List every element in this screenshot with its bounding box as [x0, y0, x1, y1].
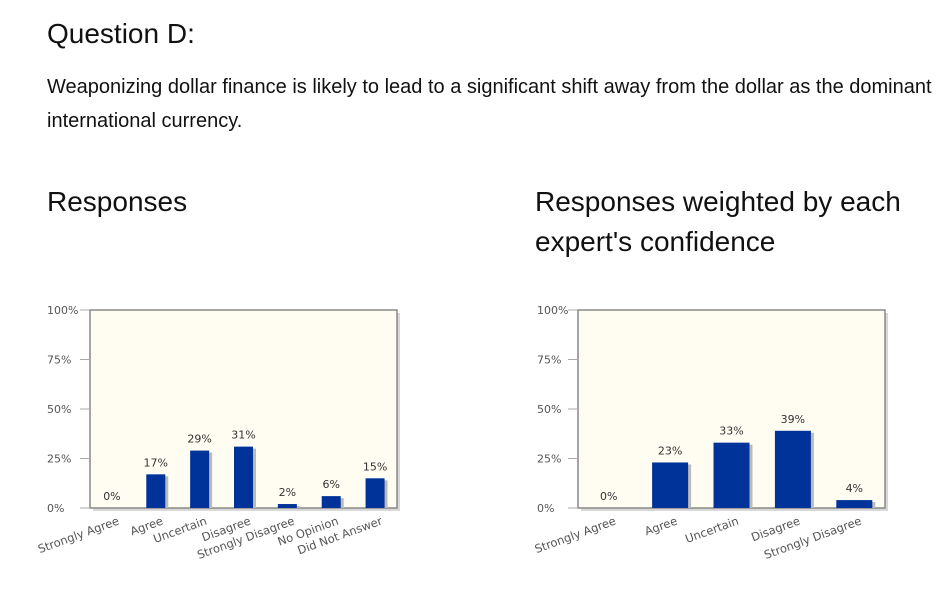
value-label: 0%	[103, 490, 120, 503]
y-tick-label: 75%	[47, 354, 71, 367]
value-label: 0%	[600, 490, 617, 503]
y-tick-label: 0%	[47, 502, 64, 515]
value-label: 2%	[279, 486, 296, 499]
value-label: 4%	[846, 482, 863, 495]
y-tick-label: 100%	[537, 304, 568, 317]
bar-disagree	[774, 430, 811, 508]
y-tick-label: 50%	[47, 403, 71, 416]
y-tick-label: 100%	[47, 304, 78, 317]
responses-chart: 0%25%50%75%100%0%Strongly Agree17%Agree2…	[36, 304, 400, 562]
value-label: 39%	[781, 413, 805, 426]
category-label-strongly-agree: Strongly Agree	[533, 514, 618, 556]
bar-uncertain	[190, 450, 210, 508]
bar-strongly-disagree	[836, 500, 873, 508]
value-label: 31%	[231, 429, 255, 442]
value-label: 6%	[322, 478, 339, 491]
value-label: 23%	[658, 444, 682, 457]
y-tick-label: 75%	[537, 354, 561, 367]
value-label: 17%	[144, 456, 168, 469]
value-label: 15%	[363, 460, 387, 473]
bar-agree	[146, 474, 166, 508]
question-title: Question D:	[47, 18, 195, 49]
bar-no-opinion	[321, 496, 341, 508]
y-tick-label: 50%	[537, 403, 561, 416]
weighted-responses-chart: 0%25%50%75%100%0%Strongly Agree23%Agree3…	[533, 304, 888, 562]
value-label: 29%	[187, 433, 211, 446]
y-tick-label: 25%	[47, 453, 71, 466]
category-label-agree: Agree	[643, 514, 680, 539]
category-label-strongly-agree: Strongly Agree	[36, 514, 121, 556]
question-text: Weaponizing dollar finance is likely to …	[47, 76, 932, 132]
value-label: 33%	[719, 425, 743, 438]
y-tick-label: 25%	[537, 453, 561, 466]
category-label-uncertain: Uncertain	[683, 514, 740, 546]
bar-disagree	[234, 446, 253, 508]
chart-title-responses: Responses	[47, 186, 188, 217]
chart-title-weighted: Responses weighted by each expert's conf…	[535, 186, 901, 257]
bar-did-not-answer	[365, 478, 385, 508]
bar-uncertain	[713, 442, 750, 508]
bar-agree	[652, 462, 689, 508]
y-tick-label: 0%	[537, 502, 554, 515]
bar-strongly-disagree	[277, 504, 297, 508]
